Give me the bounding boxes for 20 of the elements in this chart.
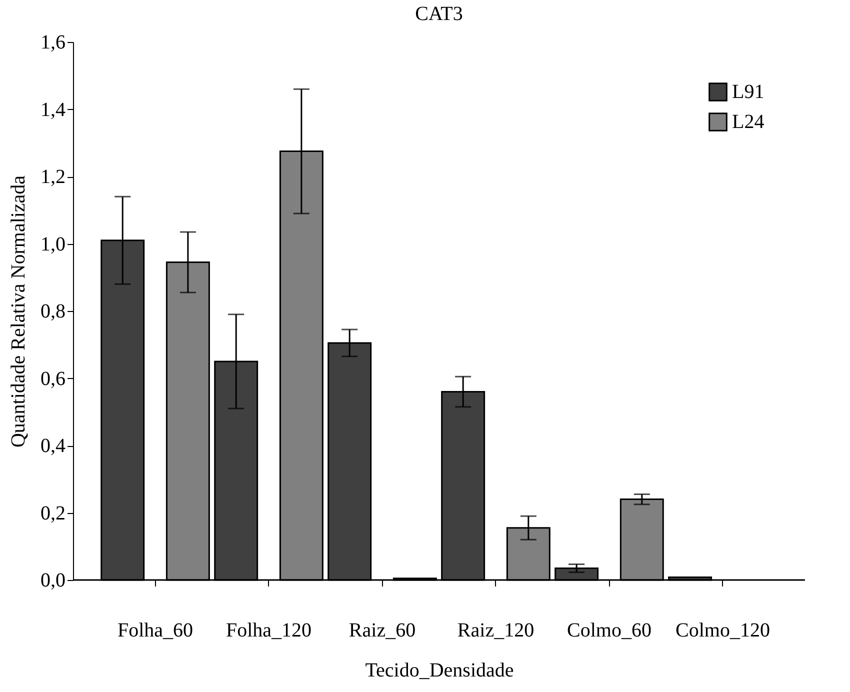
y-tick-label: 0,2 xyxy=(40,502,66,524)
x-tick-label: Colmo_60 xyxy=(567,620,652,642)
x-tick-label: Folha_120 xyxy=(226,620,312,642)
y-tick-label: 1,0 xyxy=(40,233,66,256)
x-tick-label: Colmo_120 xyxy=(675,620,770,642)
legend-label: L91 xyxy=(732,81,764,103)
y-tick-label: 0,8 xyxy=(40,300,66,322)
y-tick-label: 1,2 xyxy=(40,166,66,188)
x-tick-label: Raiz_60 xyxy=(348,620,416,642)
y-tick-label: 1,4 xyxy=(40,98,66,121)
y-tick-label: 1,6 xyxy=(40,32,66,54)
y-tick-label: 0,6 xyxy=(40,368,66,390)
x-tick-label: Folha_60 xyxy=(118,620,194,642)
y-tick-label: 0,4 xyxy=(40,435,66,457)
x-tick-label: Raiz_120 xyxy=(457,620,534,642)
y-axis-title: Quantidade Relativa Normalizada xyxy=(8,175,30,448)
chart-title: CAT3 xyxy=(415,3,463,25)
x-axis-title: Tecido_Densidade xyxy=(365,660,514,682)
y-tick-label: 0,0 xyxy=(40,570,66,592)
legend-label: L24 xyxy=(732,111,764,133)
